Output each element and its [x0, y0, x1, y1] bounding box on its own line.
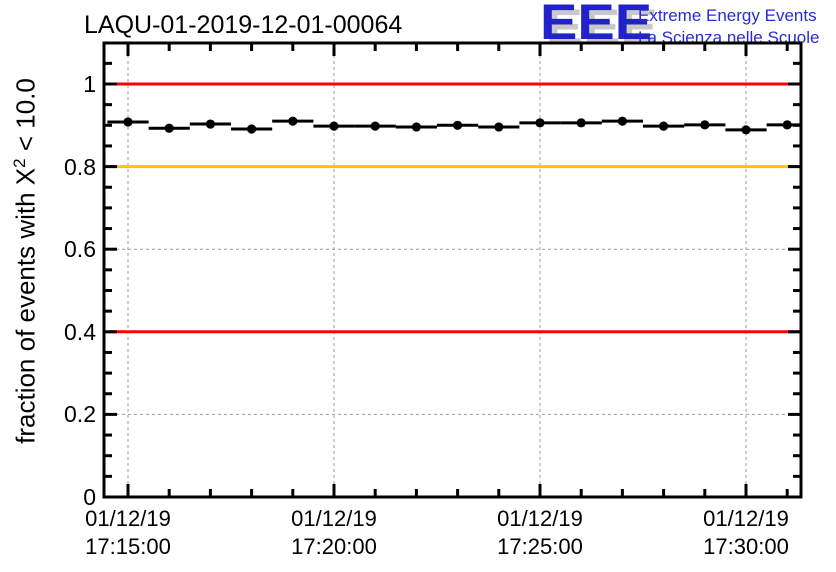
x-tick-label-date: 01/12/19 — [497, 506, 583, 531]
data-point-marker — [782, 120, 792, 130]
data-point-marker — [164, 123, 174, 133]
y-tick-label: 0 — [83, 484, 96, 510]
data-point-marker — [370, 121, 380, 131]
y-tick-label: 0.8 — [64, 153, 96, 180]
plot-title: LAQU-01-2019-12-01-00064 — [84, 11, 403, 39]
data-point-marker — [659, 121, 669, 131]
x-tick-label-time: 17:15:00 — [85, 534, 171, 559]
data-point-marker — [288, 116, 298, 126]
data-point-marker — [453, 120, 463, 130]
x-tick-label-time: 17:20:00 — [291, 534, 377, 559]
x-tick-label-date: 01/12/19 — [291, 506, 377, 531]
y-tick-label: 0.6 — [64, 236, 96, 263]
x-tick-label-date: 01/12/19 — [85, 506, 171, 531]
data-point-marker — [329, 121, 339, 131]
data-point-marker — [494, 122, 504, 132]
data-point-marker — [576, 118, 586, 128]
y-tick-label: 1 — [83, 71, 96, 97]
data-point-marker — [247, 124, 257, 134]
data-point-marker — [205, 119, 215, 129]
plot-frame — [102, 41, 803, 499]
x-tick-label-time: 17:25:00 — [497, 534, 583, 559]
data-point-marker — [617, 116, 628, 126]
y-tick-label: 0.2 — [64, 401, 96, 428]
data-point-marker — [535, 118, 545, 128]
eee-logo-line1: Extreme Energy Events — [638, 6, 817, 25]
data-point-marker — [411, 122, 421, 132]
x-tick-label-time: 17:30:00 — [703, 534, 789, 559]
data-point-marker — [741, 125, 751, 135]
data-point-marker — [123, 117, 133, 127]
y-tick-label: 0.4 — [64, 318, 96, 345]
x-tick-label-date: 01/12/19 — [703, 506, 789, 531]
data-point-marker — [700, 120, 710, 130]
